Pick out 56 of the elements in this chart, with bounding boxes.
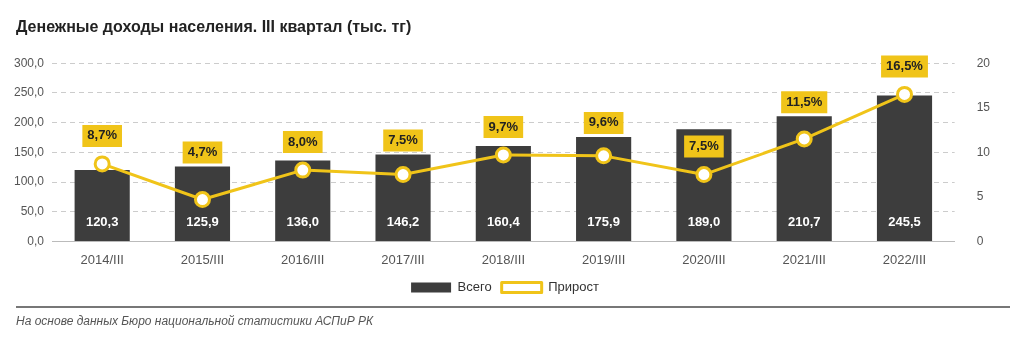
data-label: 7,5% bbox=[388, 132, 419, 148]
text: На основе данных Бюро национальной статистики АСПиР РК bbox=[16, 314, 374, 328]
y2-tick-label: 5 bbox=[976, 189, 984, 204]
x-tick-label: 2019/III bbox=[581, 251, 626, 267]
data-label: 146,2 bbox=[386, 214, 420, 230]
bar bbox=[74, 169, 130, 241]
data-label: 7,5% bbox=[689, 138, 720, 154]
legend-label: Прирост bbox=[548, 279, 599, 295]
x-tick-label: 2018/III bbox=[481, 251, 526, 267]
data-label: 120,3 bbox=[85, 214, 119, 230]
data-label: 8,0% bbox=[287, 133, 319, 149]
y-tick-label: 100,0 bbox=[14, 174, 45, 189]
point bbox=[595, 147, 613, 165]
x-tick-label: 2022/III bbox=[882, 251, 927, 267]
data-label: 8,7% bbox=[87, 127, 118, 143]
data-label: 9,6% bbox=[588, 114, 619, 130]
point bbox=[394, 166, 412, 184]
x-tick-label: 2014/III bbox=[80, 251, 124, 267]
data-label: 160,4 bbox=[487, 214, 521, 230]
data-label: 9,7% bbox=[488, 118, 519, 134]
y2-tick-label: 20 bbox=[976, 55, 991, 70]
y-tick-label: 0,0 bbox=[27, 233, 45, 248]
bar bbox=[876, 95, 933, 241]
chart-title: Денежные доходы населения. III квартал (тыс. тг) bbox=[16, 18, 412, 36]
y2-tick-label: 15 bbox=[976, 100, 991, 115]
data-label: 11,5% bbox=[786, 93, 823, 109]
data-label: 210,7 bbox=[787, 214, 821, 230]
data-label: 4,7% bbox=[187, 144, 218, 160]
x-tick-label: 2020/III bbox=[682, 251, 726, 267]
point bbox=[695, 166, 713, 184]
data-label: 16,5% bbox=[886, 57, 924, 73]
y-tick-label: 250,0 bbox=[14, 85, 45, 100]
legend-label: Всего bbox=[457, 279, 492, 295]
data-label: 189,0 bbox=[687, 214, 721, 230]
y-tick-label: 150,0 bbox=[14, 144, 45, 159]
y2-tick-label: 0 bbox=[976, 233, 984, 248]
data-label: 245,5 bbox=[888, 214, 921, 230]
y2-tick-label: 10 bbox=[976, 144, 991, 159]
point bbox=[193, 191, 211, 209]
point bbox=[795, 130, 813, 148]
y-tick-label: 50,0 bbox=[20, 204, 45, 219]
x-tick-label: 2015/III bbox=[180, 251, 225, 267]
point bbox=[93, 155, 111, 173]
point bbox=[494, 146, 512, 164]
data-label: 125,9 bbox=[186, 214, 219, 230]
bar bbox=[275, 160, 331, 241]
bar bbox=[475, 146, 531, 241]
y-tick-label: 300,0 bbox=[14, 55, 45, 70]
x-tick-label: 2017/III bbox=[381, 251, 425, 267]
data-label: 175,9 bbox=[587, 214, 620, 230]
x-tick-label: 2021/III bbox=[782, 251, 826, 267]
point bbox=[294, 161, 312, 179]
x-tick-label: 2016/III bbox=[281, 251, 325, 267]
point bbox=[896, 85, 914, 103]
y-tick-label: 200,0 bbox=[14, 114, 45, 129]
data-label: 136,0 bbox=[286, 214, 320, 230]
